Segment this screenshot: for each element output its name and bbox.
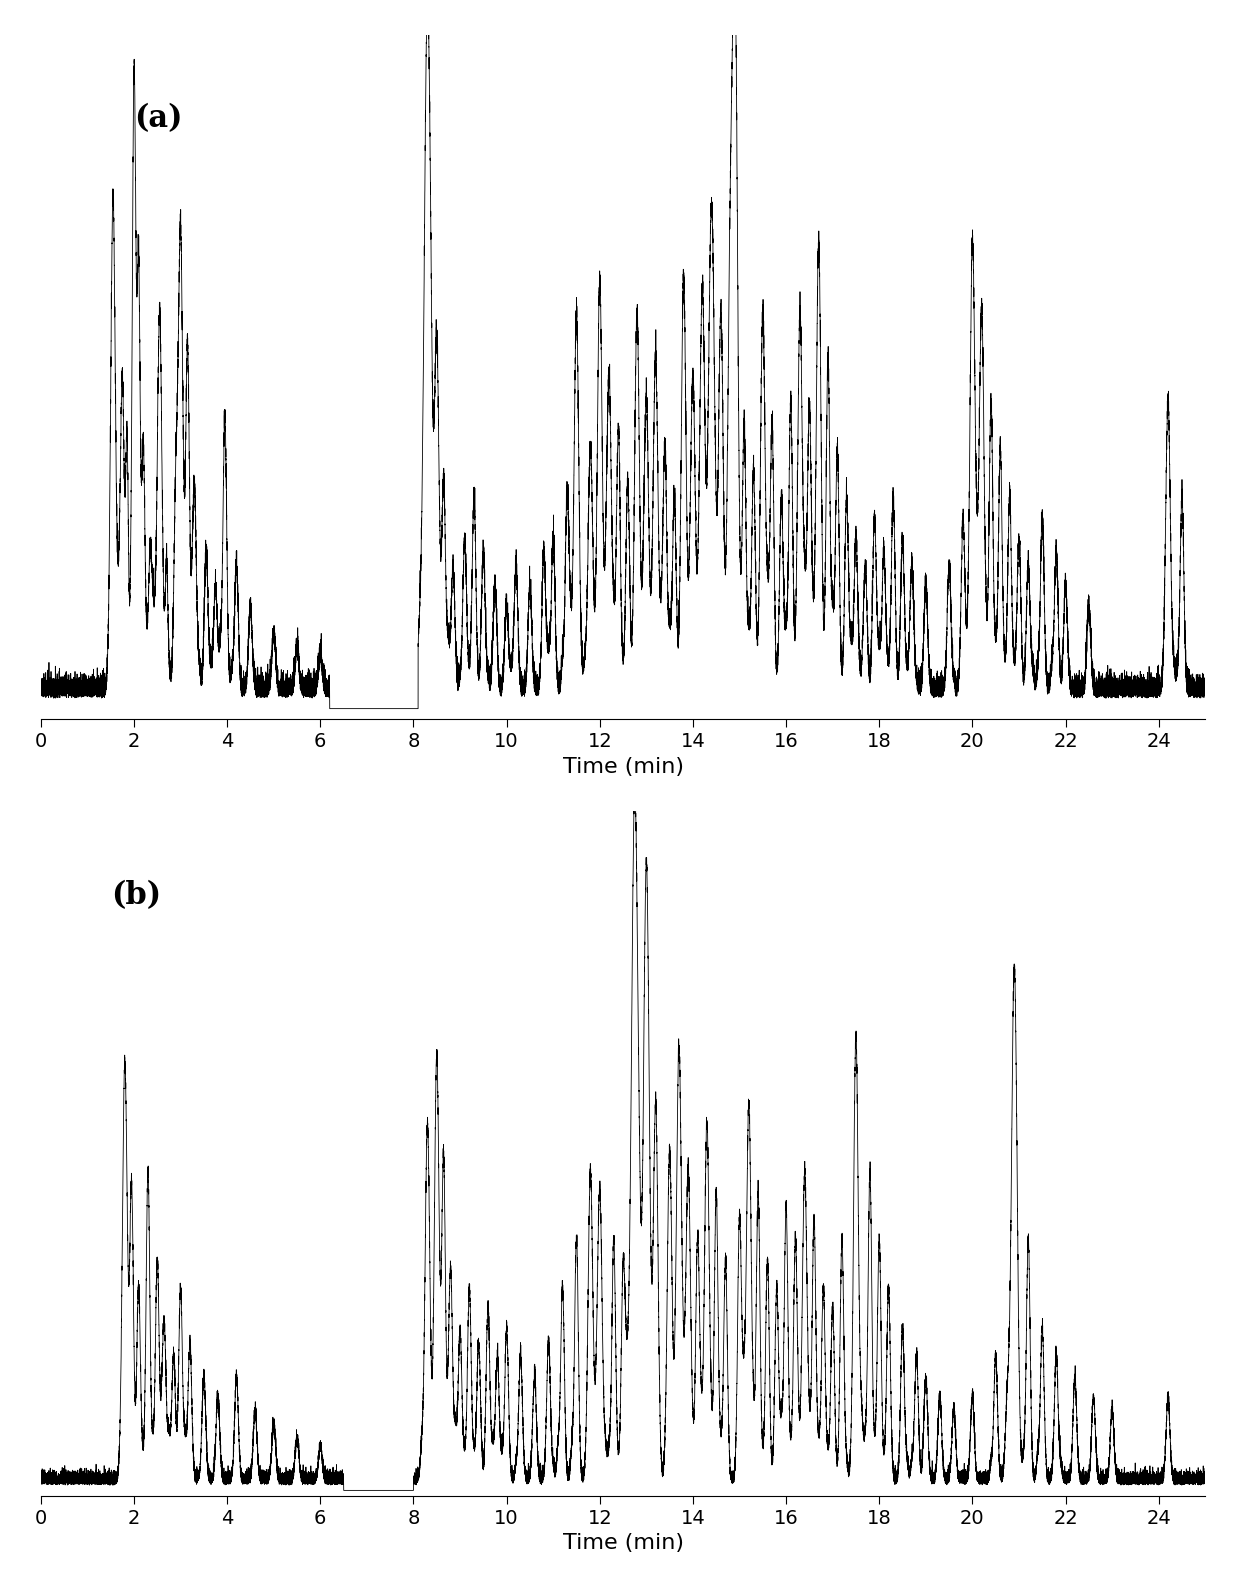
Text: (b): (b): [110, 880, 161, 912]
X-axis label: Time (min): Time (min): [563, 756, 683, 777]
X-axis label: Time (min): Time (min): [563, 1534, 683, 1553]
Text: (a): (a): [134, 103, 182, 133]
